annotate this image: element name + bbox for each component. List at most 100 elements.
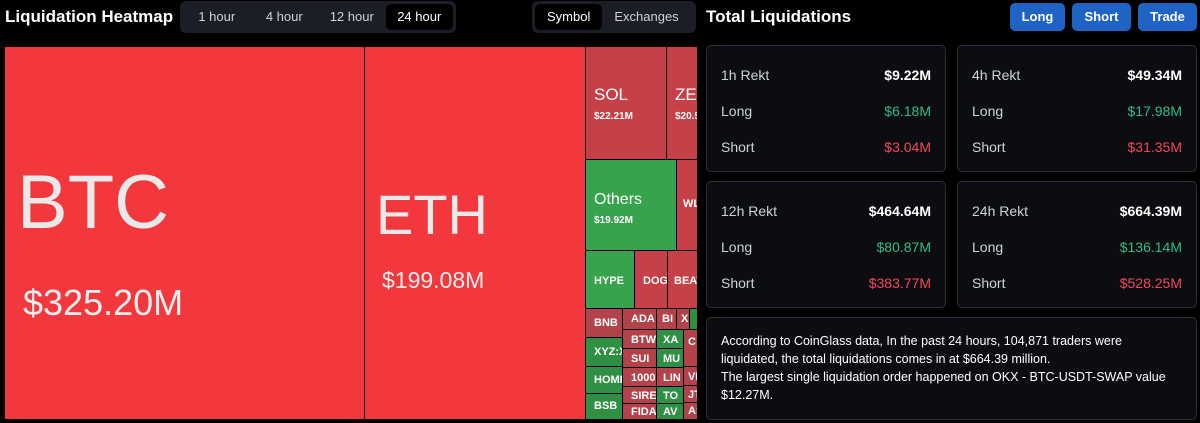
largest-order-text: The largest single liquidation order hap… [721, 370, 1166, 402]
tile-symbol: BI [662, 313, 673, 325]
tile-symbol: HYPE [594, 275, 624, 287]
tile-bsb[interactable]: BSB [585, 393, 623, 420]
short-value: $383.77M [868, 275, 931, 291]
liquidation-treemap: BTC $325.20M ETH $199.08M SOL $22.21M ZE… [4, 46, 698, 420]
tile-x[interactable]: X [676, 308, 690, 330]
time-option-4h[interactable]: 4 hour [265, 9, 303, 24]
view-mode-selector: Symbol Exchanges [532, 1, 696, 33]
tile-beat[interactable]: BEAT [667, 250, 698, 309]
total-liquidations-title: Total Liquidations [706, 7, 852, 26]
tile-others[interactable]: Others $19.92M [585, 159, 677, 251]
tile-to[interactable]: TO [656, 386, 684, 404]
tile-xa[interactable]: XA [656, 329, 684, 349]
tile-symbol: BNB [594, 317, 618, 329]
long-label: Long [972, 239, 1004, 255]
tile-symbol: BTC [17, 160, 169, 245]
heatmap-title: Liquidation Heatmap [5, 7, 174, 26]
summary-text: According to CoinGlass data, In the past… [721, 334, 1122, 366]
tile-small-green[interactable] [689, 308, 698, 330]
tile-symbol: 1000 [631, 372, 656, 384]
tile-btc[interactable]: BTC $325.20M [4, 46, 365, 420]
tile-symbol: C [688, 336, 696, 348]
tile-hype[interactable]: HYPE [585, 250, 635, 309]
tile-wl[interactable]: WL [676, 159, 698, 251]
tile-bi[interactable]: BI [656, 308, 677, 330]
tile-symbol: BTW [631, 334, 657, 346]
short-button[interactable]: Short [1072, 3, 1131, 31]
rekt-card-12h: 12h Rekt $464.64M Long $80.87M Short $383.7… [706, 181, 946, 308]
tile-1000[interactable]: 1000 [622, 367, 657, 387]
long-value: $17.98M [1127, 103, 1182, 119]
tile-symbol: SUI [631, 353, 650, 365]
tile-mu[interactable]: MU [656, 348, 684, 368]
short-label: Short [721, 139, 755, 155]
tile-symbol: FIDA [631, 406, 657, 418]
tile-zec[interactable]: ZEC $20.5 [666, 46, 698, 160]
tile-symbol: JT [688, 389, 697, 401]
tile-symbol: AS [688, 405, 697, 417]
tile-symbol: WL [683, 198, 697, 210]
tile-symbol: SIRE [631, 390, 657, 402]
tile-xyz[interactable]: XYZ:X [585, 337, 623, 367]
short-value: $528.25M [1119, 275, 1182, 291]
long-label: Long [721, 239, 753, 255]
tile-symbol: BEAT [674, 275, 697, 287]
tile-dog[interactable]: DOG [634, 250, 668, 309]
trade-button[interactable]: Trade [1138, 3, 1197, 31]
card-total: $464.64M [868, 203, 931, 219]
view-option-symbol[interactable]: Symbol [535, 4, 603, 30]
tile-symbol: AV [663, 406, 678, 418]
card-total: $49.34M [1127, 67, 1182, 83]
tile-symbol: ZEC [675, 85, 697, 104]
tile-symbol: SOL [594, 85, 629, 104]
tile-symbol: LIN [663, 372, 681, 384]
liquidation-summary: According to CoinGlass data, In the past… [706, 317, 1197, 420]
tile-bnb[interactable]: BNB [585, 308, 623, 338]
card-label: 1h Rekt [721, 67, 770, 83]
tile-symbol: ADA [631, 313, 655, 325]
tile-vi[interactable]: VI [683, 366, 698, 386]
tile-ada[interactable]: ADA [622, 308, 657, 330]
tile-eth[interactable]: ETH $199.08M [364, 46, 586, 420]
tile-symbol: XA [663, 334, 679, 346]
tile-value: $20.5 [675, 111, 698, 122]
time-option-1h[interactable]: 1 hour [198, 9, 236, 24]
time-option-24h[interactable]: 24 hour [385, 4, 453, 30]
time-option-12h[interactable]: 12 hour [329, 9, 374, 24]
card-total: $664.39M [1119, 203, 1182, 219]
tile-symbol: BSB [594, 400, 618, 412]
rekt-card-24h: 24h Rekt $664.39M Long $136.14M Short $528.… [957, 181, 1197, 308]
long-value: $80.87M [876, 239, 931, 255]
short-value: $3.04M [884, 139, 931, 155]
tile-symbol: TO [663, 390, 679, 402]
long-value: $6.18M [884, 103, 931, 119]
long-button[interactable]: Long [1010, 3, 1065, 31]
tile-symbol: VI [688, 371, 698, 383]
tile-symbol: XYZ:X [594, 346, 622, 358]
long-label: Long [721, 103, 753, 119]
tile-jt[interactable]: JT [683, 385, 698, 403]
tile-symbol: HOME [594, 374, 622, 386]
tile-sire[interactable]: SIRE [622, 386, 657, 404]
tile-lin[interactable]: LIN [656, 367, 684, 387]
rekt-card-1h: 1h Rekt $9.22M Long $6.18M Short $3.04M [706, 45, 946, 172]
short-label: Short [972, 275, 1006, 291]
rekt-card-4h: 4h Rekt $49.34M Long $17.98M Short $31.35M [957, 45, 1197, 172]
tile-c[interactable]: C [683, 329, 698, 367]
view-option-exchanges[interactable]: Exchanges [614, 9, 679, 24]
tile-symbol: DOG [643, 275, 668, 287]
time-range-selector: 1 hour 4 hour 12 hour 24 hour [180, 1, 456, 33]
tile-sui[interactable]: SUI [622, 348, 657, 368]
tile-av[interactable]: AV [656, 403, 684, 420]
tile-symbol: X [681, 313, 689, 325]
tile-sol[interactable]: SOL $22.21M [585, 46, 667, 160]
card-label: 24h Rekt [972, 203, 1029, 219]
tile-fida[interactable]: FIDA [622, 403, 657, 420]
tile-as[interactable]: AS [683, 402, 698, 420]
tile-symbol: ETH [376, 183, 488, 246]
long-label: Long [972, 103, 1004, 119]
tile-btw[interactable]: BTW [622, 329, 657, 349]
short-label: Short [721, 275, 755, 291]
tile-home[interactable]: HOME [585, 366, 623, 394]
long-value: $136.14M [1119, 239, 1182, 255]
